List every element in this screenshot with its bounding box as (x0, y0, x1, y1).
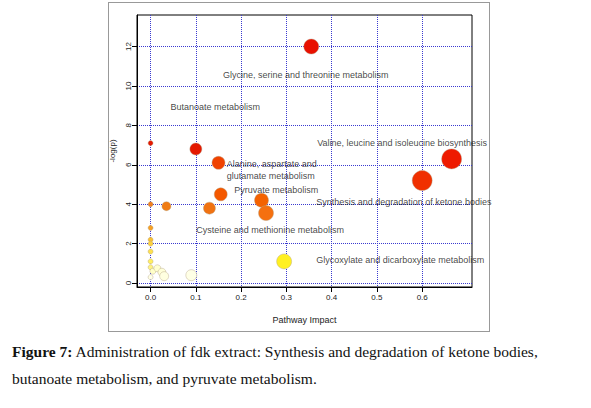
svg-text:Glycoxylate and dicarboxylate: Glycoxylate and dicarboxylate metabolism (316, 255, 484, 265)
svg-text:2: 2 (124, 241, 133, 246)
svg-text:0.1: 0.1 (190, 293, 202, 302)
svg-text:Pyruvate metabolism: Pyruvate metabolism (234, 185, 318, 195)
svg-text:0.2: 0.2 (236, 293, 248, 302)
svg-text:0.5: 0.5 (371, 293, 383, 302)
svg-text:Synthesis and degradation of k: Synthesis and degradation of ketone bodi… (316, 197, 492, 207)
svg-text:-log(p): -log(p) (108, 139, 117, 162)
svg-text:glutamate metabolism: glutamate metabolism (227, 171, 315, 181)
svg-text:Butanoate metabolism: Butanoate metabolism (171, 102, 261, 112)
svg-text:10: 10 (124, 81, 133, 90)
svg-text:0: 0 (124, 280, 133, 285)
svg-text:12: 12 (124, 42, 133, 51)
svg-text:4: 4 (124, 201, 133, 206)
svg-text:0.4: 0.4 (326, 293, 338, 302)
svg-text:Alanine, aspartate and: Alanine, aspartate and (227, 159, 317, 169)
svg-text:0.3: 0.3 (281, 293, 293, 302)
svg-text:Cysteine and methionine metabo: Cysteine and methionine metabolism (196, 225, 344, 235)
svg-text:Glycine, serine and threonine: Glycine, serine and threonine metabolism (223, 70, 389, 80)
svg-text:0.6: 0.6 (417, 293, 429, 302)
svg-text:Pathway Impact: Pathway Impact (272, 315, 337, 325)
svg-text:8: 8 (124, 123, 133, 128)
svg-text:0.0: 0.0 (145, 293, 157, 302)
svg-text:Valine, leucine and isoleucine: Valine, leucine and isoleucine biosynthe… (317, 138, 487, 148)
svg-text:6: 6 (124, 162, 133, 167)
html-text:Figure 7: Administration of fd: Figure 7: Administration of fdk extract:… (12, 343, 538, 387)
